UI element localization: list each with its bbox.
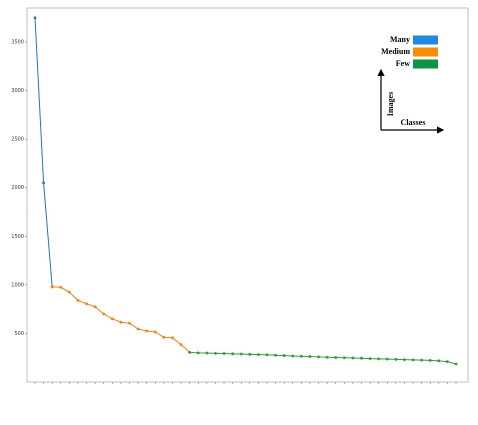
y-arrow-label: Images xyxy=(386,92,395,116)
point xyxy=(145,329,149,333)
point xyxy=(334,356,338,359)
series-line xyxy=(189,351,457,365)
point xyxy=(50,285,54,289)
point xyxy=(231,352,235,356)
point xyxy=(119,320,123,324)
y-tick-label: 500 xyxy=(14,331,24,337)
legend-label: Many xyxy=(390,35,410,44)
point xyxy=(317,355,320,359)
point xyxy=(205,351,209,355)
point xyxy=(239,352,243,356)
y-tick-label: 2000 xyxy=(11,185,24,191)
point xyxy=(136,327,140,331)
y-tick-label: 3500 xyxy=(11,40,24,46)
point xyxy=(385,357,389,361)
point xyxy=(274,353,277,357)
point xyxy=(222,352,226,355)
point xyxy=(214,351,217,355)
point xyxy=(403,358,406,362)
point xyxy=(428,359,432,362)
point xyxy=(351,356,355,360)
point xyxy=(454,362,458,366)
legend-label: Few xyxy=(396,59,410,68)
series-line xyxy=(34,17,53,287)
point xyxy=(128,321,131,325)
y-tick-label: 2500 xyxy=(11,137,24,143)
point xyxy=(162,335,166,339)
plot-frame xyxy=(26,7,469,383)
legend-swatch xyxy=(413,47,438,57)
point xyxy=(248,352,252,356)
point xyxy=(325,355,329,359)
point xyxy=(342,356,346,360)
point xyxy=(110,317,114,321)
point xyxy=(411,358,415,362)
legend-label: Medium xyxy=(381,47,410,56)
point xyxy=(437,359,441,363)
point xyxy=(299,354,303,358)
point xyxy=(153,330,157,334)
point xyxy=(85,302,88,306)
series-line xyxy=(52,286,190,353)
point xyxy=(171,336,174,340)
point xyxy=(59,285,63,289)
y-tick-label: 1000 xyxy=(11,282,24,288)
y-tick-label: 3000 xyxy=(11,88,24,94)
point xyxy=(265,353,269,357)
point xyxy=(33,16,37,20)
y-tick-label: 1500 xyxy=(11,234,24,240)
point xyxy=(76,299,80,302)
point xyxy=(93,305,97,309)
legend-swatch xyxy=(413,35,438,45)
point xyxy=(420,358,424,362)
point xyxy=(179,343,183,346)
point xyxy=(102,312,106,316)
point xyxy=(291,354,295,358)
point xyxy=(368,357,372,361)
point xyxy=(377,357,381,361)
point xyxy=(446,360,449,363)
point xyxy=(256,353,260,357)
point xyxy=(360,356,363,360)
point xyxy=(282,354,286,357)
point xyxy=(196,351,200,355)
point xyxy=(394,357,398,361)
point xyxy=(42,181,45,185)
point xyxy=(308,355,312,358)
x-arrow-label: Classes xyxy=(401,118,426,127)
point xyxy=(67,290,71,294)
legend-swatch xyxy=(413,59,438,69)
point xyxy=(188,350,192,354)
